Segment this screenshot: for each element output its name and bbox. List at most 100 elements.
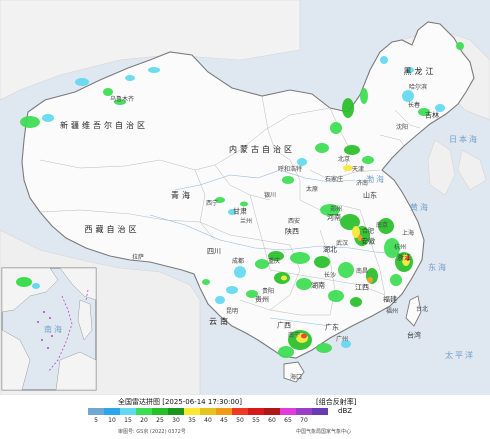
region-label-jiangxi: 江西 xyxy=(355,283,369,292)
city-label: 南京 xyxy=(375,222,389,229)
color-swatch xyxy=(152,408,168,415)
region-label-fujian: 福建 xyxy=(383,295,397,304)
sea-label: 黄海 xyxy=(410,203,430,212)
city-label: 西安 xyxy=(287,218,301,225)
city-label: 广州 xyxy=(335,336,349,343)
region-label-taiwan: 台湾 xyxy=(407,331,421,340)
region-label-guangdong: 广东 xyxy=(325,323,339,332)
city-label: 郑州 xyxy=(329,206,343,213)
city-label: 拉萨 xyxy=(131,254,145,261)
color-swatch xyxy=(184,408,200,415)
city-label: 合肥 xyxy=(361,228,375,235)
city-label: 太原 xyxy=(305,186,319,193)
color-swatch xyxy=(312,408,328,415)
scale-tick-label: 65 xyxy=(284,417,292,424)
city-label: 重庆 xyxy=(267,258,281,265)
city-label: 长沙 xyxy=(323,272,337,279)
color-swatch xyxy=(232,408,248,415)
color-swatch xyxy=(280,408,296,415)
city-label: 贵阳 xyxy=(261,288,275,295)
sea-label: 日本海 xyxy=(449,135,479,144)
region-label-henan: 河南 xyxy=(327,213,341,222)
city-label: 南宁 xyxy=(287,332,301,339)
scale-tick-label: 25 xyxy=(156,417,164,424)
color-swatch xyxy=(104,408,120,415)
region-label-hunan: 湖南 xyxy=(311,281,325,290)
color-swatch xyxy=(88,408,104,415)
city-label: 台北 xyxy=(415,306,429,313)
scale-tick-label: 20 xyxy=(140,417,148,424)
legend-title: 全国雷达拼图 [2025-06-14 17:30:00] xyxy=(118,398,243,406)
city-label: 武汉 xyxy=(335,240,349,247)
region-label-guizhou: 贵州 xyxy=(255,295,269,304)
region-label-qinghai: 青海 xyxy=(171,191,193,200)
region-label-hubei: 湖北 xyxy=(323,245,337,254)
scale-tick-label: 70 xyxy=(300,417,308,424)
color-swatch xyxy=(200,408,216,415)
map-legend: 全国雷达拼图 [2025-06-14 17:30:00] [组合反射率] 5 10… xyxy=(0,395,490,439)
color-swatch xyxy=(120,408,136,415)
region-label-gansu: 甘肃 xyxy=(233,207,247,216)
city-label: 杭州 xyxy=(393,244,407,251)
region-label-guangxi: 广西 xyxy=(277,321,291,330)
data-source: 中国气象局国家气象中心 xyxy=(296,429,352,435)
city-label: 福州 xyxy=(385,308,399,315)
city-label: 长春 xyxy=(407,102,421,109)
city-label: 西宁 xyxy=(205,200,219,207)
legend-unit: dBZ xyxy=(338,407,353,415)
sea-label: 东海 xyxy=(428,263,448,272)
scale-tick-label: 5 xyxy=(94,417,98,424)
sea-label: 渤海 xyxy=(366,175,386,184)
region-label-neimenggu: 内蒙古自治区 xyxy=(229,145,295,154)
color-swatch xyxy=(296,408,312,415)
region-label-yunnan: 云南 xyxy=(209,317,231,326)
region-label-heilongjiang: 黑龙江 xyxy=(403,67,437,76)
color-swatch xyxy=(216,408,232,415)
city-label: 兰州 xyxy=(239,218,253,225)
scale-tick-label: 40 xyxy=(204,417,212,424)
region-label-shaanxi: 陕西 xyxy=(285,227,299,236)
region-label-zhejiang: 浙江 xyxy=(397,253,411,262)
color-swatch xyxy=(136,408,152,415)
city-label: 南昌 xyxy=(355,268,369,275)
scale-tick-label: 10 xyxy=(108,417,116,424)
city-label: 呼和浩特 xyxy=(277,166,303,173)
city-label: 昆明 xyxy=(225,308,239,315)
sea-label: 太平洋 xyxy=(445,351,475,360)
scale-tick-label: 50 xyxy=(236,417,244,424)
scale-tick-label: 55 xyxy=(252,417,260,424)
color-swatch xyxy=(248,408,264,415)
south-china-sea-inset xyxy=(1,267,97,391)
scale-tick-label: 60 xyxy=(268,417,276,424)
city-label: 哈尔滨 xyxy=(408,84,428,91)
scale-tick-label: 15 xyxy=(124,417,132,424)
city-label: 乌鲁木齐 xyxy=(109,96,135,103)
region-label-xizang: 西藏自治区 xyxy=(84,225,140,234)
china-map xyxy=(0,0,490,395)
city-label: 成都 xyxy=(231,258,245,265)
region-label-sichuan: 四川 xyxy=(207,247,221,256)
scale-tick-label: 30 xyxy=(172,417,180,424)
city-label: 银川 xyxy=(263,192,277,199)
color-swatch xyxy=(168,408,184,415)
color-scale-bar xyxy=(88,408,328,415)
sea-label: 南海 xyxy=(44,325,64,334)
region-label-anhui: 安徽 xyxy=(361,237,375,246)
scale-tick-label: 45 xyxy=(220,417,228,424)
city-label: 北京 xyxy=(337,156,351,163)
region-label-xinjiang: 新疆维吾尔自治区 xyxy=(60,121,148,130)
city-label: 上海 xyxy=(401,230,415,237)
city-label: 沈阳 xyxy=(395,124,409,131)
city-label: 济南 xyxy=(355,180,369,187)
city-label: 海口 xyxy=(289,374,303,381)
city-label: 石家庄 xyxy=(324,176,344,183)
city-label: 天津 xyxy=(351,166,365,173)
color-scale-ticks: 5 10 15 20 25 30 35 40 45 50 55 60 65 70 xyxy=(88,417,328,427)
color-swatch xyxy=(264,408,280,415)
map-approval-number: 审图号: GS京 (2022) 0372号 xyxy=(118,429,186,435)
legend-product: [组合反射率] xyxy=(316,398,357,406)
scale-tick-label: 35 xyxy=(188,417,196,424)
region-label-jilin: 吉林 xyxy=(425,111,439,120)
region-label-shandong: 山东 xyxy=(363,191,377,200)
